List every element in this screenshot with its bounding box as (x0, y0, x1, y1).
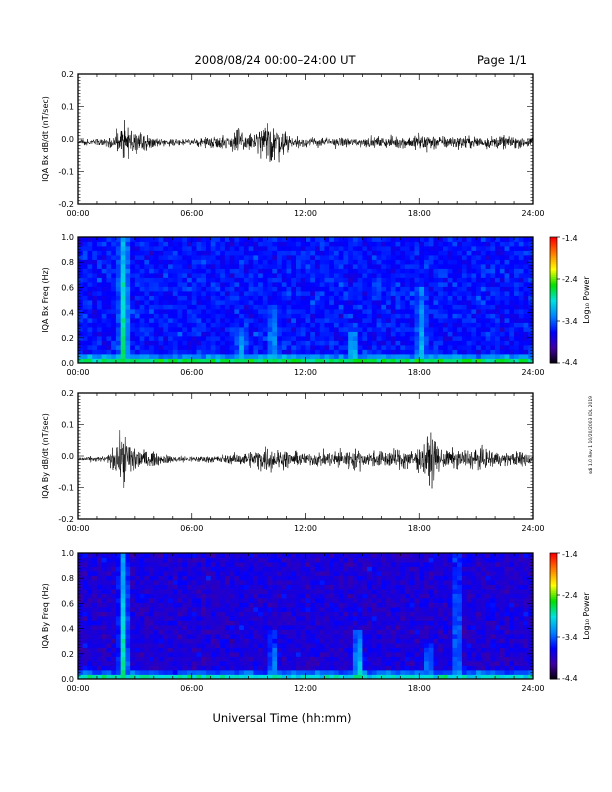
x-tick-label: 24:00 (521, 209, 544, 218)
y-tick-label: 0.0 (61, 359, 74, 368)
y-tick-label: 0.8 (61, 574, 74, 583)
colorbar-tick-label: -2.4 (562, 591, 578, 600)
colorbar-tick-label: -4.4 (562, 674, 578, 683)
x-tick-label: 18:00 (408, 684, 431, 693)
x-tick-label: 00:00 (66, 684, 89, 693)
colorbar-tick-label: -1.4 (562, 550, 578, 559)
x-tick-label: 06:00 (180, 524, 203, 533)
y-tick-label: 0.2 (61, 70, 74, 79)
y-tick-label: 0.0 (61, 675, 74, 684)
y-tick-label: -0.1 (58, 168, 74, 177)
y-tick-label: 0.0 (61, 452, 74, 461)
y-tick-label: 0.4 (61, 625, 74, 634)
x-tick-label: 06:00 (180, 684, 203, 693)
page-indicator: Page 1/1 (477, 53, 527, 67)
colorbar-tick-label: -3.4 (562, 633, 578, 642)
colorbar-tick-label: -3.4 (562, 317, 578, 326)
y-tick-label: 0.8 (61, 258, 74, 267)
colorbar: -1.4 -2.4 -3.4 -4.4 Log₁₀ Power (549, 234, 591, 367)
side-note: sdi 1.0 Rev 1 10/20/2003 IDL 2019 (588, 396, 594, 474)
y-tick-label: -0.1 (58, 484, 74, 493)
y-tick-label: 1.0 (61, 549, 74, 558)
colorbar: -1.4 -2.4 -3.4 -4.4 Log₁₀ Power (549, 550, 591, 683)
colorbar-tick-label: -1.4 (562, 234, 578, 243)
plot-frame (77, 73, 534, 205)
y-tick-label: -0.2 (58, 515, 74, 524)
y-tick-label: 0.1 (61, 421, 74, 430)
series-line (77, 120, 534, 163)
figure-title: 2008/08/24 00:00–24:00 UT (194, 53, 356, 67)
x-tick-label: 00:00 (66, 368, 89, 377)
x-tick-label: 12:00 (294, 684, 317, 693)
x-axis-title: Universal Time (hh:mm) (212, 711, 351, 725)
x-tick-label: 18:00 (408, 524, 431, 533)
y-axis-title: IQA By Freq (Hz) (41, 583, 50, 649)
x-tick-label: 18:00 (408, 209, 431, 218)
panel-4: -1.4 -2.4 -3.4 -4.4 Log₁₀ Power 00:00 06:00 12:… (41, 549, 591, 693)
colorbar-title: Log₁₀ Power (582, 592, 591, 640)
y-tick-label: 0.6 (61, 283, 74, 292)
y-tick-label: 0.4 (61, 309, 74, 318)
y-tick-label: 0.2 (61, 650, 74, 659)
spectrogram-cells (78, 553, 534, 680)
x-tick-label: 18:00 (408, 368, 431, 377)
y-axis-title: IQA By dB/dt (nT/sec) (41, 413, 50, 499)
y-tick-label: 0.1 (61, 103, 74, 112)
panel-2: -1.4 -2.4 -3.4 -4.4 Log₁₀ Power 00:00 06:00 12:… (41, 233, 591, 377)
panel-1: 00:00 06:00 12:00 18:00 24:00 0.2 0.1 0.0 -0.1 -0… (41, 70, 545, 218)
spectrogram-cells (78, 237, 534, 364)
x-tick-label: 24:00 (521, 524, 544, 533)
colorbar-tick-label: -4.4 (562, 358, 578, 367)
colorbar-title: Log₁₀ Power (582, 276, 591, 324)
x-tick-label: 12:00 (294, 209, 317, 218)
x-tick-label: 12:00 (294, 524, 317, 533)
y-axis-title: IQA Bx Freq (Hz) (41, 267, 50, 333)
panel-3: 00:00 06:00 12:00 18:00 24:00 0.2 0.1 0.0 -0.1 -0… (41, 389, 545, 533)
x-tick-label: 00:00 (66, 209, 89, 218)
x-tick-label: 00:00 (66, 524, 89, 533)
y-tick-label: 0.2 (61, 389, 74, 398)
y-axis-title: IQA Bx dB/dt (nT/sec) (41, 96, 50, 182)
y-tick-label: 0.2 (61, 334, 74, 343)
colorbar-tick-label: -2.4 (562, 275, 578, 284)
x-tick-label: 12:00 (294, 368, 317, 377)
y-tick-label: 0.0 (61, 135, 74, 144)
y-tick-label: -0.2 (58, 200, 74, 209)
series-line (77, 430, 534, 489)
y-tick-label: 0.6 (61, 599, 74, 608)
x-tick-label: 06:00 (180, 368, 203, 377)
x-tick-label: 24:00 (521, 684, 544, 693)
y-tick-label: 1.0 (61, 233, 74, 242)
x-tick-label: 24:00 (521, 368, 544, 377)
panels-group: 00:00 06:00 12:00 18:00 24:00 0.2 0.1 0.0 -0.1 -0… (41, 70, 591, 693)
x-tick-label: 06:00 (180, 209, 203, 218)
